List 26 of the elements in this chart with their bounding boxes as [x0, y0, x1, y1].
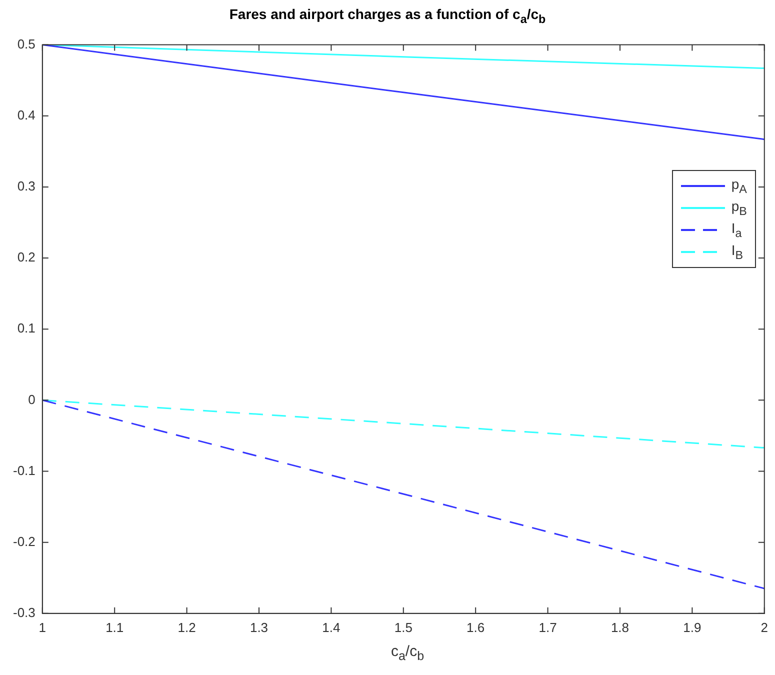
y-tick-label: 0.2 — [17, 250, 36, 265]
x-tick-label: 1.5 — [394, 620, 412, 635]
y-tick-label: -0.3 — [12, 604, 36, 620]
y-tick-label: 0.3 — [17, 178, 36, 194]
x-tick-label: 1.7 — [538, 620, 557, 635]
x-tick-label: 1.3 — [250, 620, 268, 635]
y-tick-label: 0.1 — [17, 320, 36, 336]
x-tick-label: 1.1 — [106, 620, 124, 635]
x-tick-label: 2 — [760, 620, 768, 635]
x-tick-label: 1 — [38, 620, 46, 635]
x-tick-label: 1.2 — [178, 620, 196, 635]
y-tick-label: 0.5 — [17, 36, 36, 52]
chart-title: Fares and airport charges as a function of c$_{a}$/c$_{b}$ — [228, 6, 547, 26]
y-tick-label: 0.4 — [17, 107, 36, 122]
y-tick-label: 0 — [28, 392, 36, 407]
x-tick-label: 1.6 — [466, 620, 485, 635]
y-tick-label: -0.2 — [12, 534, 36, 549]
x-tick-label: 1.9 — [683, 620, 702, 635]
x-tick-label: 1.4 — [322, 620, 340, 635]
legend-label: I$_{B}$ — [731, 242, 744, 262]
x-tick-label: 1.8 — [610, 620, 630, 635]
x-axis-title: c$_{a}$/c$_{b}$ — [390, 643, 426, 663]
legend-label: p$_{B}$ — [731, 198, 747, 218]
legend-label: p$_{A}$ — [731, 176, 747, 196]
y-tick-label: -0.1 — [12, 462, 36, 478]
legend-label: I$_{a}$ — [731, 220, 742, 240]
